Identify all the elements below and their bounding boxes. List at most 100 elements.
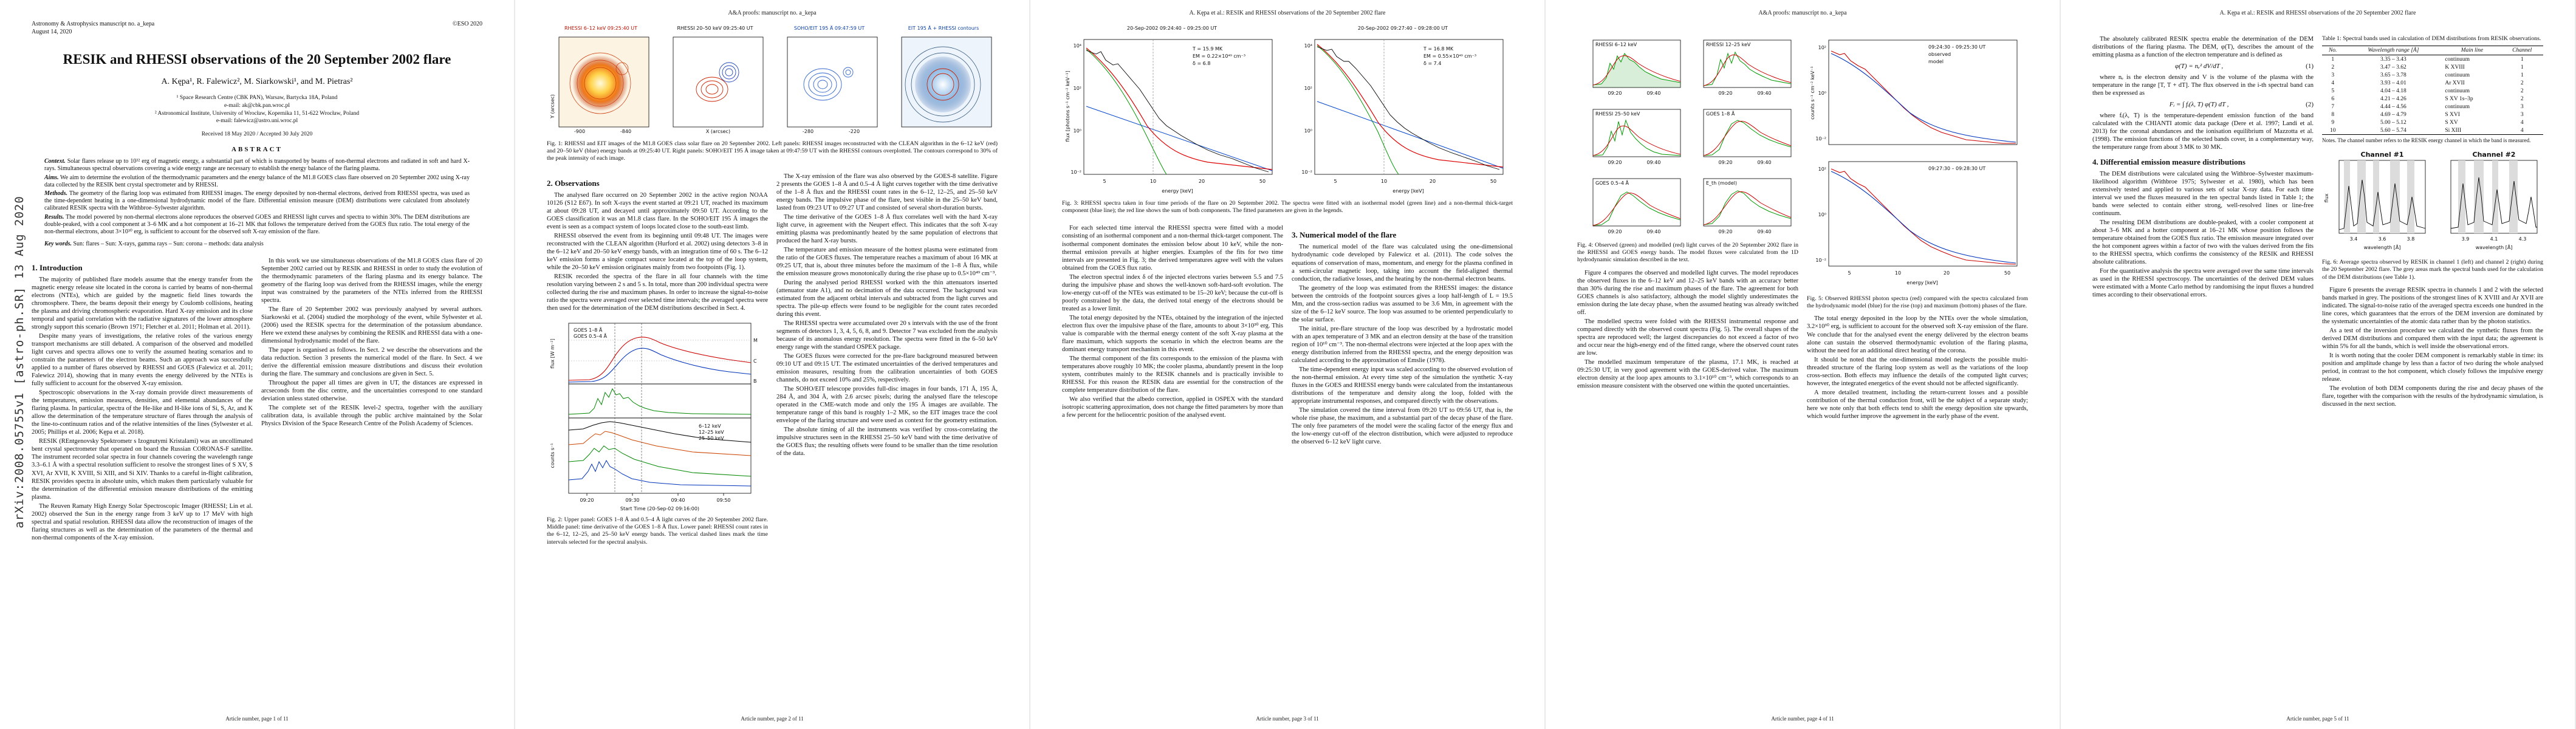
svg-text:20: 20 [1944, 270, 1950, 276]
observations-paragraphs: The analysed flare occurred on 20 Septem… [547, 191, 768, 312]
page2-column-2: The X-ray emission of the flare was also… [776, 173, 998, 546]
abstract: Context. Solar flares release up to 10³²… [44, 158, 470, 236]
title-block: RESIK and RHESSI observations of the 20 … [32, 52, 482, 137]
fig1-ylabel: Y (arcsec) [550, 94, 555, 119]
svg-text:δ = 6.8: δ = 6.8 [1193, 61, 1210, 66]
paragraph: The paper is organised as follows. In Se… [261, 347, 482, 378]
paragraph: The evolution of both DEM components dur… [2322, 385, 2543, 408]
dem-mid: where nₑ is the electron density and V i… [2092, 74, 2314, 97]
svg-text:50: 50 [1490, 179, 1496, 184]
fig3-panel-1: 20-Sep-2002 09:24:40 – 09:25:00 UT T = 1… [1062, 26, 1282, 196]
page-footer: Article number, page 2 of 11 [741, 716, 804, 722]
affiliation-2-email: e-mail: falewicz@astro.uni.wroc.pl [216, 118, 298, 125]
fig1-panel1-image: -900 -840 Y (arcsec) [550, 36, 649, 134]
paragraph: Throughout the paper all times are given… [261, 380, 482, 403]
fig6-xlabel-2: wavelength [Å] [2476, 244, 2513, 250]
svg-text:-220: -220 [849, 129, 860, 134]
paragraph: The analysed flare occurred on 20 Septem… [547, 191, 768, 230]
paragraph: The GOES fluxes were corrected for the p… [776, 353, 998, 384]
svg-text:20: 20 [1430, 179, 1436, 184]
svg-text:10²: 10² [1818, 45, 1826, 50]
svg-text:50: 50 [2004, 270, 2010, 276]
page-2: A&A proofs: manuscript no. a_kepa RHESSI… [515, 0, 1029, 729]
page-3: A. Kępa et al.: RESIK and RHESSI observa… [1030, 0, 1544, 729]
svg-text:09:40: 09:40 [1757, 229, 1771, 234]
table-row: 2 3.47 – 3.62 K XVIII 1 [2331, 64, 2524, 70]
table-row: 3 3.65 – 3.78 continuum 1 [2331, 72, 2524, 78]
fig1-panel3-title: SOHO/EIT 195 Å 09:47:59 UT [793, 26, 865, 31]
svg-text:09:20: 09:20 [1718, 91, 1732, 96]
table-1-header: No. Wavelength range [Å] Main line Chann… [2322, 46, 2543, 56]
paragraph: where fᵢ(λ, T) is the temperature-depend… [2092, 112, 2314, 151]
running-header: A&A proofs: manuscript no. a_kepa [1758, 10, 1847, 16]
page-1: arXiv:2008.05755v1 [astro-ph.SR] 13 Aug … [0, 0, 514, 729]
paragraph: The simulation covered the time interval… [1292, 406, 1513, 445]
paragraph: RESIK recorded the spectra of the flare … [547, 273, 768, 312]
equation-2: Fᵢ = ∫ fᵢ(λ, T) φ(T) dT , (2) [2169, 101, 2314, 109]
svg-text:10²: 10² [1304, 86, 1312, 91]
figure-1: RHESSI 6–12 keV 09:25:40 UT -900 -840 Y … [547, 26, 998, 137]
affiliation-1-email: e-mail: ak@cbk.pan.wroc.pl [224, 102, 290, 109]
paragraph: The modelled spectra were folded with th… [1577, 318, 1798, 357]
paragraph: The time-dependent energy input was scal… [1292, 366, 1513, 405]
abstract-methods: Methods. The geometry of the flaring loo… [44, 190, 470, 212]
fig2-xlabel: Start Time (20-Sep-02 09:16:00) [620, 506, 699, 512]
figure-2: M C B GOES 1–8 Å GOES 0.5–4 Å 6–12 keV 1… [547, 317, 768, 546]
svg-text:12–25 keV: 12–25 keV [699, 430, 724, 435]
svg-text:5: 5 [1103, 179, 1106, 184]
abstract-results: Results. The model powered by non-therma… [44, 213, 470, 235]
fig3-panel-2: 20-Sep-2002 09:27:40 – 09:28:00 UT T = 1… [1293, 26, 1513, 196]
fig4-panel-1: RHESSI 6–12 keV 09:20 09:40 [1592, 39, 1681, 96]
page4-column-2: 09:24:30 – 09:25:30 UT observed model 10… [1807, 35, 2028, 422]
keywords-line: Key words. Sun: flares – Sun: X-rays, ga… [44, 241, 264, 248]
svg-text:10⁻²: 10⁻² [1301, 169, 1312, 175]
svg-text:5: 5 [1334, 179, 1337, 184]
page-footer: Article number, page 1 of 11 [225, 716, 289, 722]
paragraph: Figure 4 compares the observed and model… [1577, 269, 1798, 316]
section-2-heading: 2. Observations [547, 178, 600, 188]
paragraph: The initial, pre-flare structure of the … [1292, 325, 1513, 364]
figure-4: RHESSI 6–12 keV 09:20 09:40 RHESSI 12–25… [1577, 35, 1798, 239]
col-channel: Channel [2501, 46, 2543, 56]
observations-paragraphs-2: The X-ray emission of the flare was also… [776, 173, 998, 458]
page3-column-2: 3. Numerical model of the flare The nume… [1292, 224, 1513, 447]
table1-caption: Table 1: Spectral bands used in calculat… [2322, 35, 2541, 42]
running-header: A. Kępa et al.: RESIK and RHESSI observa… [2219, 10, 2416, 16]
fig1-panel-4: EIT 195 Å + RHESSI contours [889, 26, 998, 137]
fig5-panel-2: 09:27:30 – 09:28:30 UT 10² 10⁰ 10⁻² 5 10… [1815, 161, 2018, 286]
table-row: 6 4.21 – 4.26 S XV 1s–3p 2 [2331, 95, 2524, 102]
dem-right-paragraphs: Figure 6 presents the average RESIK spec… [2322, 286, 2543, 408]
intro-paragraphs-col1: The majority of published flare models a… [32, 276, 253, 542]
svg-text:3.8: 3.8 [2407, 236, 2415, 242]
fig1-panel3-image: -280 -220 [787, 36, 878, 134]
running-header: A. Kępa et al.: RESIK and RHESSI observa… [1189, 10, 1386, 16]
table-row: 1 3.35 – 3.43 continuum 1 [2331, 56, 2524, 63]
fig4-caption: Fig. 4: Observed (green) and modelled (r… [1577, 242, 1798, 264]
paragraph: The temperature and emission measure of … [776, 246, 998, 277]
fig1-panel-2: RHESSI 20–50 keV 09:25:40 UT X (arcsec) [661, 26, 769, 137]
paragraph: where nₑ is the electron density and V i… [2092, 74, 2314, 97]
svg-text:09:20: 09:20 [1718, 229, 1732, 234]
table-row: 9 5.00 – 5.12 S XV 4 [2331, 119, 2524, 126]
fig2-caption: Fig. 2: Upper panel: GOES 1–8 Å and 0.5–… [547, 516, 768, 546]
svg-text:09:24:30 – 09:25:30 UT: 09:24:30 – 09:25:30 UT [1928, 44, 1985, 50]
abstract-context: Context. Solar flares release up to 10³²… [44, 158, 470, 173]
fig1-panel1-title: RHESSI 6–12 keV 09:25:40 UT [564, 26, 637, 31]
paragraph: The Reuven Ramaty High Energy Solar Spec… [32, 502, 253, 541]
paragraph: The SOHO/EIT telescope provides full-dis… [776, 386, 998, 425]
paragraph: We also verified that the albedo correct… [1062, 395, 1283, 419]
svg-text:09:40: 09:40 [1757, 91, 1771, 96]
svg-text:25–50 keV: 25–50 keV [699, 436, 724, 441]
figure-3: 20-Sep-2002 09:24:40 – 09:25:00 UT T = 1… [1062, 26, 1513, 196]
svg-text:3.9: 3.9 [2462, 236, 2470, 242]
page3-column-1: For each selected time interval the RHES… [1062, 224, 1283, 447]
model-results-paragraphs: Figure 4 compares the observed and model… [1577, 269, 1798, 390]
paragraph: For each selected time interval the RHES… [1062, 225, 1283, 272]
svg-text:10²: 10² [1074, 86, 1081, 91]
dem-paragraphs: The DEM distributions were calculated us… [2092, 170, 2314, 299]
svg-text:10⁴: 10⁴ [1304, 43, 1312, 49]
paragraph: The flare of 20 September 2002 was previ… [261, 306, 482, 345]
table-row: 5 4.04 – 4.18 continuum 2 [2331, 87, 2524, 94]
paragraph: The modelled maximum temperature of the … [1577, 358, 1798, 389]
paragraph: It should be noted that the one-dimensio… [1807, 356, 2028, 387]
